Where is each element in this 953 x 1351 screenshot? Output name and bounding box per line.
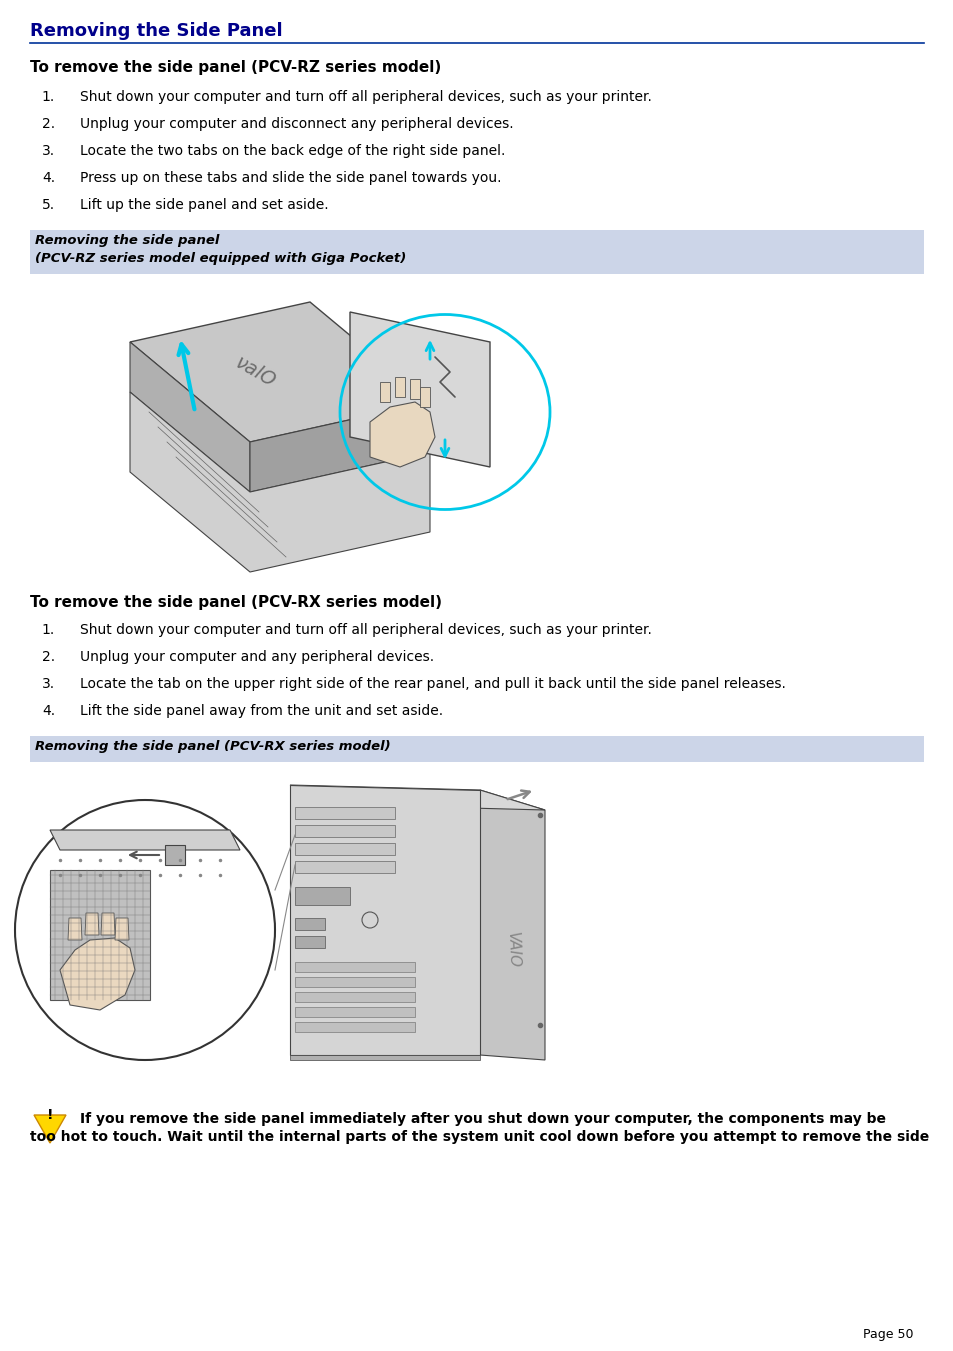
Polygon shape: [130, 342, 250, 492]
Bar: [294, 861, 395, 873]
Polygon shape: [130, 303, 430, 442]
Text: Unplug your computer and disconnect any peripheral devices.: Unplug your computer and disconnect any …: [80, 118, 513, 131]
Text: Locate the two tabs on the back edge of the right side panel.: Locate the two tabs on the back edge of …: [80, 145, 505, 158]
Bar: [294, 917, 325, 929]
Text: too hot to touch. Wait until the internal parts of the system unit cool down bef: too hot to touch. Wait until the interna…: [30, 1129, 928, 1144]
Bar: [294, 1006, 415, 1017]
Text: 3.: 3.: [42, 677, 55, 690]
Text: 1.: 1.: [42, 623, 55, 638]
Text: 4.: 4.: [42, 704, 55, 717]
Text: Page 50: Page 50: [862, 1328, 913, 1342]
Text: If you remove the side panel immediately after you shut down your computer, the : If you remove the side panel immediately…: [80, 1112, 885, 1125]
Polygon shape: [85, 913, 99, 935]
Bar: [50, 870, 150, 1000]
Text: Lift the side panel away from the unit and set aside.: Lift the side panel away from the unit a…: [80, 704, 442, 717]
Bar: [294, 825, 395, 838]
Bar: [30, 736, 923, 762]
Bar: [294, 977, 415, 988]
Polygon shape: [250, 403, 430, 492]
Polygon shape: [479, 790, 544, 1061]
Text: 2.: 2.: [42, 118, 55, 131]
Text: !: !: [47, 1108, 53, 1121]
Bar: [294, 962, 415, 971]
Polygon shape: [60, 938, 135, 1011]
Bar: [294, 1021, 415, 1032]
Text: 2.: 2.: [42, 650, 55, 663]
Polygon shape: [350, 312, 490, 467]
Text: νalO: νalO: [232, 353, 278, 392]
Text: Unplug your computer and any peripheral devices.: Unplug your computer and any peripheral …: [80, 650, 434, 663]
Polygon shape: [419, 386, 430, 407]
Bar: [294, 888, 350, 905]
Polygon shape: [101, 913, 115, 935]
Text: VAIO: VAIO: [504, 932, 520, 969]
Polygon shape: [115, 917, 129, 940]
Bar: [294, 992, 415, 1002]
Text: Lift up the side panel and set aside.: Lift up the side panel and set aside.: [80, 199, 328, 212]
Polygon shape: [165, 844, 185, 865]
Polygon shape: [395, 377, 405, 397]
Text: 5.: 5.: [42, 199, 55, 212]
Bar: [30, 230, 923, 274]
Polygon shape: [68, 917, 82, 940]
Text: Locate the tab on the upper right side of the rear panel, and pull it back until: Locate the tab on the upper right side o…: [80, 677, 785, 690]
Text: Removing the Side Panel: Removing the Side Panel: [30, 22, 282, 41]
Text: 3.: 3.: [42, 145, 55, 158]
Text: To remove the side panel (PCV-RX series model): To remove the side panel (PCV-RX series …: [30, 594, 441, 611]
Text: Removing the side panel: Removing the side panel: [35, 234, 219, 247]
Bar: [294, 936, 325, 948]
Text: Shut down your computer and turn off all peripheral devices, such as your printe: Shut down your computer and turn off all…: [80, 623, 651, 638]
Polygon shape: [34, 1115, 66, 1143]
Polygon shape: [130, 392, 430, 571]
Text: Press up on these tabs and slide the side panel towards you.: Press up on these tabs and slide the sid…: [80, 172, 501, 185]
Polygon shape: [290, 785, 544, 811]
Text: (PCV-RZ series model equipped with Giga Pocket): (PCV-RZ series model equipped with Giga …: [35, 253, 406, 265]
Bar: [290, 1055, 479, 1061]
Polygon shape: [50, 830, 240, 850]
Text: 1.: 1.: [42, 91, 55, 104]
Text: Removing the side panel (PCV-RX series model): Removing the side panel (PCV-RX series m…: [35, 740, 390, 753]
Polygon shape: [379, 382, 390, 403]
Text: Shut down your computer and turn off all peripheral devices, such as your printe: Shut down your computer and turn off all…: [80, 91, 651, 104]
Bar: [294, 843, 395, 855]
Polygon shape: [370, 403, 435, 467]
Text: To remove the side panel (PCV-RZ series model): To remove the side panel (PCV-RZ series …: [30, 59, 441, 76]
Polygon shape: [290, 785, 479, 1055]
Polygon shape: [410, 380, 419, 399]
Bar: [294, 807, 395, 819]
Text: 4.: 4.: [42, 172, 55, 185]
